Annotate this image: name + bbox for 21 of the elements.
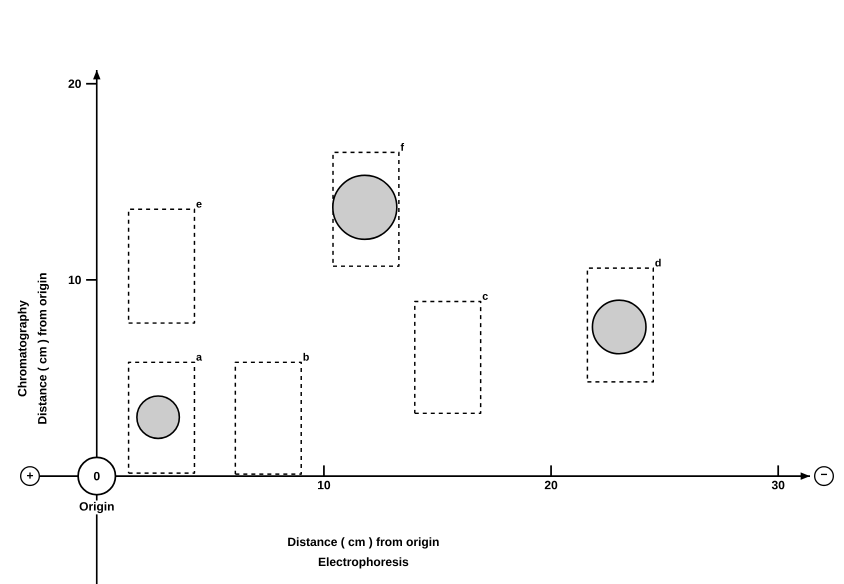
bar <box>586 267 654 383</box>
annotation: a <box>196 354 202 361</box>
annotation: e <box>196 202 202 208</box>
bar <box>332 152 400 267</box>
bar <box>414 300 482 414</box>
annotation: 0 <box>94 472 100 480</box>
text: + <box>27 472 34 479</box>
annotation: Origin <box>80 502 114 514</box>
annotation: f <box>400 143 404 151</box>
annotation: c <box>482 294 488 300</box>
annotation: Electrophoresis <box>318 557 408 568</box>
bar <box>128 208 196 324</box>
text: Chromatography <box>18 300 29 396</box>
x-tick-label: 30 <box>772 480 784 490</box>
text: − <box>820 474 828 476</box>
x-tick-label: 10 <box>318 480 330 490</box>
x-tick-label: 20 <box>544 480 558 490</box>
annotation: b <box>304 352 309 361</box>
annotation: d <box>655 258 661 267</box>
x-axis-title: Distance ( cm ) from origin <box>288 537 439 549</box>
y-axis-title: Distance ( cm ) from origin <box>38 273 49 424</box>
